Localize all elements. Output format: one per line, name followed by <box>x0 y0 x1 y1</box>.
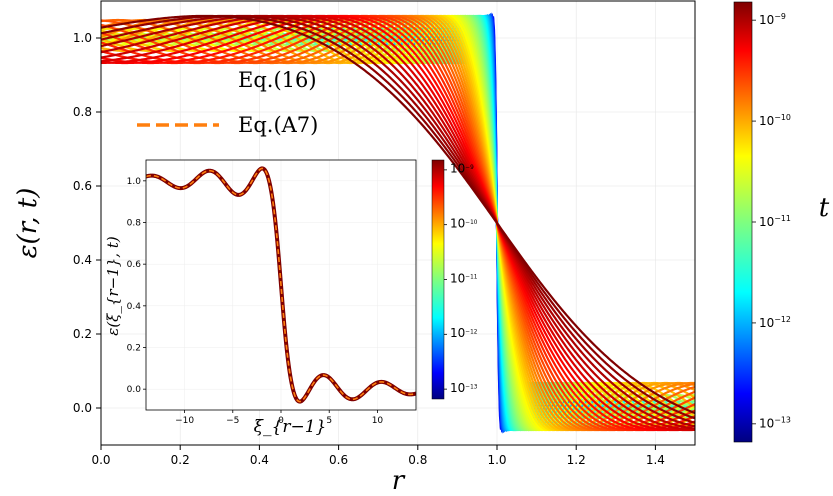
inset-x-tick-label: 0 <box>278 416 284 426</box>
inset-colorbar-tick-label: 10−12 <box>450 326 478 340</box>
inset-x-tick-label: 10 <box>372 416 384 426</box>
inset-y-tick-label: 0.2 <box>127 344 141 354</box>
inset-x-label: ξ_{r−1} <box>254 417 327 437</box>
main-frame <box>100 0 696 446</box>
inset-y-label: ε(ξ_{r−1}, t) <box>104 236 122 336</box>
main-x-tick-label: 0.2 <box>171 453 190 467</box>
main-y-tick-label: 0.8 <box>73 105 92 119</box>
main-curve <box>101 14 695 432</box>
inset-curves <box>146 166 416 404</box>
inset-y-tick-label: 0.4 <box>127 302 142 312</box>
main-y-label: ε(r, t) <box>13 188 43 259</box>
legend-label-eq16: Eq.(16) <box>238 68 317 92</box>
main-curve <box>101 14 695 432</box>
main-curve <box>101 14 695 424</box>
main-x-tick-label: 1.4 <box>646 453 665 467</box>
main-y-tick-label: 0.0 <box>73 401 92 415</box>
inset-colorbar-tick-label: 10−10 <box>450 216 478 230</box>
main-curve <box>101 14 695 430</box>
main-x-label: r <box>392 466 406 496</box>
inset-colorbar: 10−13 10−12 10−11 10−10 10−9 <box>431 159 478 400</box>
inset-y-ticks: 0.0 0.2 0.4 0.6 0.8 1.0 <box>127 177 146 395</box>
inset-colorbar-tick-label: 10−11 <box>450 271 478 285</box>
colorbar-label-t: t <box>819 193 830 223</box>
main-curve <box>101 14 695 428</box>
main-curve <box>101 14 695 432</box>
main-colorbar-tick-label: 10−9 <box>759 12 786 27</box>
inset-colorbar-ticks: 10−13 10−12 10−11 10−10 10−9 <box>444 162 478 395</box>
main-curve <box>101 14 695 432</box>
inset-x-tick-label: −10 <box>175 416 194 426</box>
main-x-tick-label: 0.0 <box>91 453 110 467</box>
inset-curve-eqa7 <box>146 167 416 403</box>
legend-label-eqa7: Eq.(A7) <box>238 113 318 137</box>
inset-x-tick-label: 5 <box>326 416 332 426</box>
main-x-tick-label: 0.8 <box>408 453 427 467</box>
main-x-tick-label: 0.6 <box>329 453 348 467</box>
main-x-tick-label: 0.4 <box>250 453 269 467</box>
main-axes: 0.0 0.2 0.4 0.6 0.8 1.0 1.2 1.4 0.0 0.2 0.4 0.6 0.8… <box>13 0 696 496</box>
main-y-tick-label: 0.4 <box>73 253 92 267</box>
inset-y-tick-label: 1.0 <box>127 177 142 187</box>
main-colorbar-tick-label: 10−13 <box>759 416 791 431</box>
main-colorbar-bar <box>733 1 753 443</box>
inset-colorbar-tick-label: 10−13 <box>450 381 478 395</box>
main-colorbar-tick-label: 10−12 <box>759 315 791 330</box>
main-colorbar-ticks: 10−13 10−12 10−11 10−10 10−9 <box>752 12 791 431</box>
main-curve <box>101 14 695 432</box>
inset-x-ticks: −10 −5 0 5 10 <box>175 410 383 426</box>
inset-x-tick-label: −5 <box>226 416 239 426</box>
inset-y-tick-label: 0.0 <box>127 385 142 395</box>
inset-axes: −10 −5 0 5 10 0.0 0.2 0.4 0.6 0.8 1.0 ξ_{r−1} ε(ξ… <box>104 159 417 437</box>
main-y-ticks: 0.0 0.2 0.4 0.6 0.8 1.0 <box>73 31 101 415</box>
main-curve <box>101 14 695 415</box>
main-x-tick-label: 1.0 <box>487 453 506 467</box>
main-curve <box>101 14 695 432</box>
main-y-tick-label: 0.2 <box>73 327 92 341</box>
inset-y-tick-label: 0.8 <box>127 219 142 229</box>
inset-colorbar-tick-label: 10−9 <box>450 162 474 176</box>
main-curve <box>101 14 695 432</box>
main-colorbar-tick-label: 10−10 <box>759 113 791 128</box>
main-x-ticks: 0.0 0.2 0.4 0.6 0.8 1.0 1.2 1.4 <box>91 445 665 467</box>
main-colorbar: 10−13 10−12 10−11 10−10 10−9 t <box>733 1 830 443</box>
main-x-tick-label: 1.2 <box>567 453 586 467</box>
legend: Eq.(16) Eq.(A7) <box>137 68 318 137</box>
inset-y-tick-label: 0.6 <box>127 260 142 270</box>
main-y-tick-label: 1.0 <box>73 31 92 45</box>
main-colorbar-tick-label: 10−11 <box>759 214 791 229</box>
main-y-tick-label: 0.6 <box>73 179 92 193</box>
main-curves <box>101 12 695 434</box>
inset-colorbar-bar <box>431 159 445 400</box>
